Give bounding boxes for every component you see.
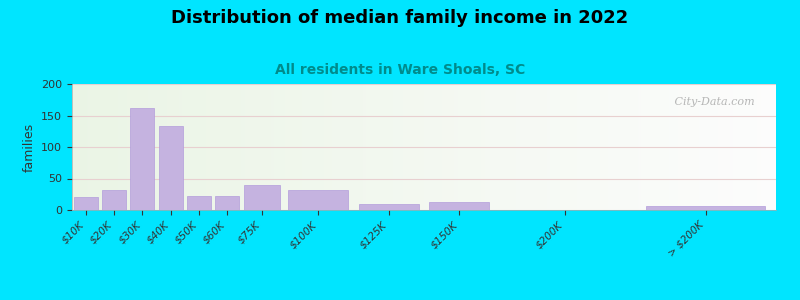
- Bar: [102, 190, 126, 210]
- Bar: [158, 126, 182, 210]
- Bar: [646, 206, 766, 210]
- Text: City-Data.com: City-Data.com: [671, 97, 755, 106]
- Bar: [74, 197, 98, 210]
- Text: Distribution of median family income in 2022: Distribution of median family income in …: [171, 9, 629, 27]
- Bar: [430, 202, 489, 210]
- Y-axis label: families: families: [22, 122, 35, 172]
- Bar: [186, 196, 210, 210]
- Bar: [244, 185, 280, 210]
- Bar: [215, 196, 239, 210]
- Text: All residents in Ware Shoals, SC: All residents in Ware Shoals, SC: [275, 63, 525, 77]
- Bar: [359, 204, 418, 210]
- Bar: [130, 108, 154, 210]
- Bar: [289, 190, 348, 210]
